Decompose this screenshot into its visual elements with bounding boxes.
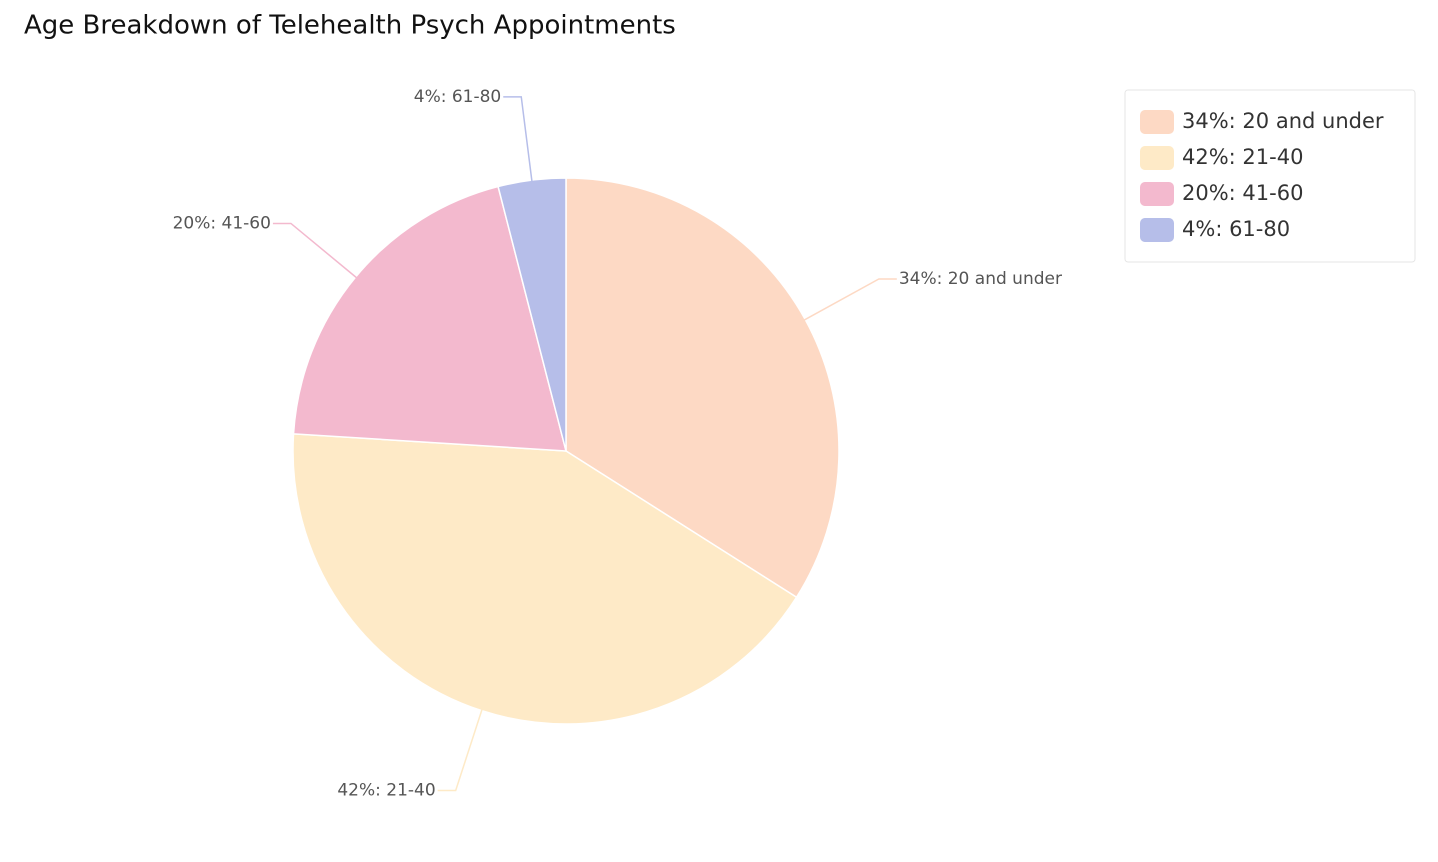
legend-swatch [1140, 182, 1174, 206]
chart-title: Age Breakdown of Telehealth Psych Appoin… [24, 11, 676, 41]
legend-label: 4%: 61-80 [1182, 217, 1290, 241]
leader-line [503, 96, 533, 183]
legend: 34%: 20 and under 42%: 21-40 20%: 41-60 4%:… [1124, 89, 1416, 263]
slice-label: 34%: 20 and under [899, 269, 1062, 289]
slice-label: 42%: 21-40 [337, 781, 435, 801]
legend-label: 20%: 41-60 [1182, 181, 1303, 205]
legend-swatch [1140, 146, 1174, 170]
leader-line [272, 222, 358, 279]
legend-box [1124, 89, 1416, 263]
legend-label: 42%: 21-40 [1182, 145, 1303, 169]
leader-line [803, 278, 897, 322]
slice-label: 4%: 61-80 [414, 87, 502, 107]
leader-line [437, 708, 483, 792]
legend-swatch [1140, 110, 1174, 134]
legend-label: 34%: 20 and under [1182, 109, 1384, 133]
legend-swatch [1140, 218, 1174, 242]
slice-label: 20%: 41-60 [173, 213, 271, 233]
